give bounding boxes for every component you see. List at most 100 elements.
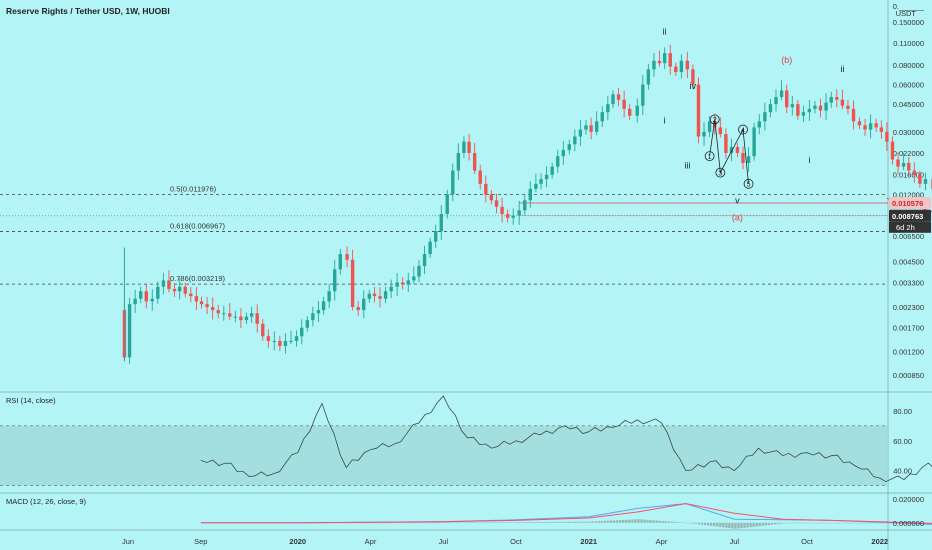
candle-body[interactable] (233, 316, 238, 318)
candle-body[interactable] (505, 213, 510, 218)
candle-body[interactable] (896, 159, 900, 167)
candle-body[interactable] (133, 298, 137, 305)
candle-body[interactable] (652, 60, 656, 70)
candle-body[interactable] (462, 141, 466, 153)
candle-body[interactable] (696, 84, 701, 137)
candle-body[interactable] (305, 320, 309, 328)
candle-body[interactable] (901, 162, 906, 167)
candle-body[interactable] (611, 94, 615, 105)
candle-body[interactable] (668, 53, 672, 67)
candle-body[interactable] (657, 60, 662, 64)
candle-body[interactable] (879, 127, 884, 132)
candle-body[interactable] (199, 301, 204, 305)
candle-body[interactable] (283, 340, 288, 347)
candle-body[interactable] (729, 147, 734, 153)
candle-body[interactable] (395, 282, 399, 287)
candle-body[interactable] (556, 156, 560, 167)
candle-body[interactable] (127, 304, 132, 358)
candle-body[interactable] (321, 301, 326, 311)
candle-body[interactable] (383, 291, 388, 299)
candle-body[interactable] (662, 53, 667, 64)
candle-body[interactable] (718, 127, 723, 135)
candle-body[interactable] (177, 286, 182, 292)
candle-body[interactable] (567, 144, 571, 150)
candle-body[interactable] (489, 194, 494, 201)
candle-body[interactable] (194, 296, 199, 302)
candle-body[interactable] (249, 313, 254, 317)
candle-body[interactable] (724, 134, 728, 153)
candle-body[interactable] (422, 254, 427, 266)
candle-body[interactable] (311, 313, 315, 321)
candle-body[interactable] (389, 286, 393, 292)
candle-body[interactable] (868, 123, 873, 130)
candle-body[interactable] (857, 121, 862, 126)
candle-body[interactable] (746, 156, 751, 163)
candle-body[interactable] (451, 170, 455, 195)
candle-body[interactable] (401, 282, 405, 285)
candle-body[interactable] (885, 131, 889, 142)
candle-body[interactable] (156, 286, 160, 299)
candle-body[interactable] (707, 121, 712, 132)
candle-body[interactable] (528, 188, 533, 201)
candle-body[interactable] (818, 105, 823, 111)
candle-body[interactable] (406, 280, 410, 285)
candle-body[interactable] (294, 336, 299, 341)
candle-body[interactable] (550, 166, 554, 175)
candle-body[interactable] (172, 288, 177, 292)
candle-body[interactable] (573, 136, 577, 145)
candle-body[interactable] (412, 276, 416, 281)
candle-body[interactable] (534, 183, 538, 189)
candle-body[interactable] (863, 125, 867, 130)
candle-body[interactable] (239, 316, 243, 321)
candle-body[interactable] (189, 293, 193, 297)
candle-body[interactable] (907, 162, 911, 171)
candle-body[interactable] (918, 174, 922, 184)
candle-body[interactable] (635, 105, 639, 116)
candle-body[interactable] (500, 206, 504, 214)
candle-body[interactable] (600, 112, 604, 122)
candle-body[interactable] (316, 310, 321, 314)
candle-body[interactable] (813, 105, 817, 109)
candle-body[interactable] (768, 104, 773, 113)
candle-body[interactable] (345, 254, 349, 260)
candle-body[interactable] (272, 340, 276, 342)
candle-body[interactable] (679, 60, 684, 73)
candle-body[interactable] (763, 112, 767, 122)
candle-body[interactable] (356, 307, 360, 311)
candle-body[interactable] (161, 280, 166, 287)
candle-body[interactable] (874, 123, 878, 128)
candle-body[interactable] (796, 104, 800, 116)
candle-body[interactable] (779, 90, 784, 97)
candle-body[interactable] (517, 210, 521, 216)
candle-body[interactable] (494, 200, 499, 207)
candle-body[interactable] (923, 179, 928, 184)
candle-body[interactable] (785, 90, 789, 108)
candle-body[interactable] (289, 340, 293, 342)
candle-body[interactable] (912, 170, 917, 175)
candle-body[interactable] (851, 108, 856, 122)
candle-body[interactable] (167, 280, 171, 289)
candle-body[interactable] (713, 121, 717, 128)
candle-body[interactable] (627, 108, 632, 116)
candle-body[interactable] (702, 131, 706, 137)
candle-body[interactable] (523, 200, 527, 211)
candle-body[interactable] (261, 323, 265, 337)
candle-body[interactable] (300, 327, 304, 337)
candle-body[interactable] (378, 296, 382, 299)
candle-body[interactable] (350, 259, 355, 308)
candle-body[interactable] (244, 316, 249, 321)
candle-body[interactable] (367, 293, 372, 299)
candle-body[interactable] (561, 149, 566, 157)
candle-body[interactable] (685, 60, 690, 70)
candle-body[interactable] (216, 310, 220, 314)
candle-body[interactable] (890, 141, 895, 160)
candle-body[interactable] (511, 215, 515, 218)
candle-body[interactable] (846, 105, 850, 109)
candle-body[interactable] (472, 152, 477, 171)
candle-body[interactable] (835, 96, 839, 100)
candle-body[interactable] (210, 307, 215, 311)
candle-body[interactable] (362, 298, 366, 311)
candle-body[interactable] (790, 104, 794, 108)
candle-body[interactable] (824, 102, 828, 111)
candle-body[interactable] (622, 99, 626, 109)
